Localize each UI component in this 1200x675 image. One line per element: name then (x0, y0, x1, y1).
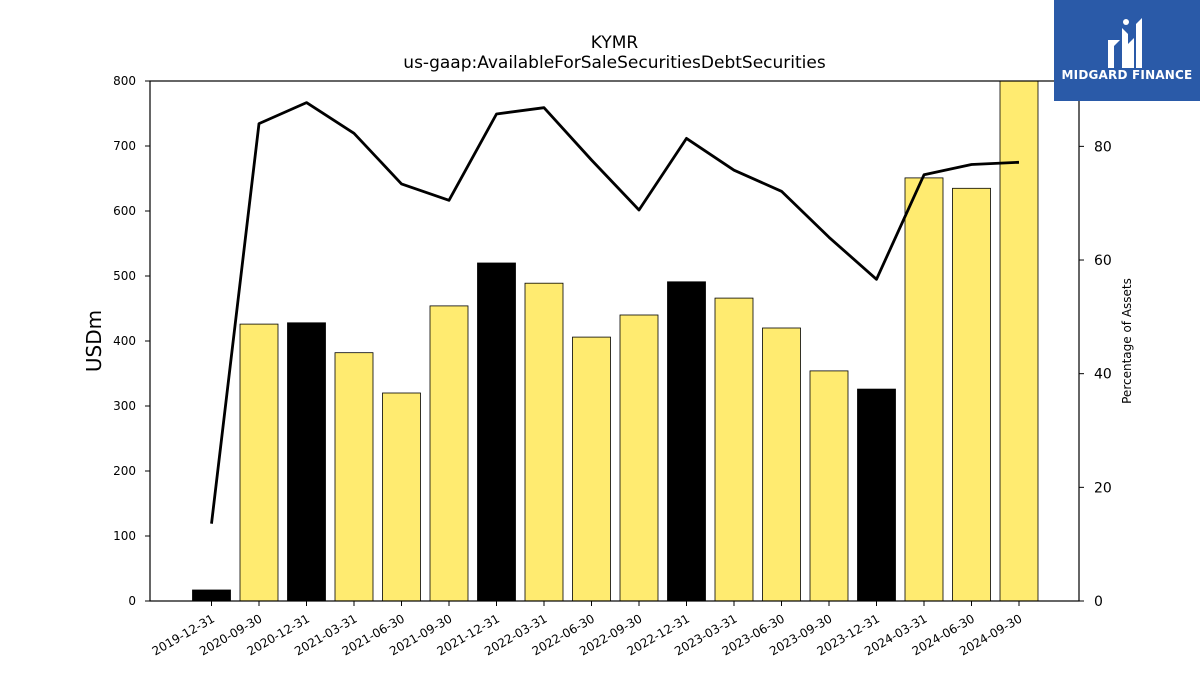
y-left-tick-label: 800 (113, 74, 136, 88)
bar-2021-03-31 (334, 352, 374, 602)
x-axis: 2019-12-312020-09-302020-12-312021-03-31… (150, 601, 1025, 658)
y-left-tick-label: 700 (113, 139, 136, 153)
bar-2022-09-30 (619, 314, 659, 602)
bar-2020-12-31 (287, 322, 326, 602)
y-left-tick-label: 400 (113, 334, 136, 348)
bar-2023-06-30 (762, 327, 801, 602)
bar-2022-03-31 (524, 282, 564, 602)
y-axis-right: 0 20 40 60 80 (1079, 139, 1112, 610)
bar-2020-09-30 (239, 323, 279, 602)
y-right-tick-label: 60 (1094, 253, 1112, 269)
y-left-tick-label: 0 (128, 594, 136, 608)
chart-title: KYMR (591, 33, 639, 53)
y-left-tick-label: 200 (113, 464, 136, 478)
bar-2019-12-31 (192, 589, 231, 602)
bar-2023-03-31 (714, 297, 754, 602)
y-right-tick-label: 20 (1094, 480, 1112, 496)
y-left-tick-label: 500 (113, 269, 136, 283)
bar-2021-06-30 (382, 392, 421, 602)
bar-2024-03-31 (904, 177, 944, 602)
logo-text: MIDGARD FINANCE (1061, 68, 1193, 82)
percentage-of-assets-line (210, 101, 1020, 524)
y-axis-left: 0 100 200 300 400 500 600 700 800 (113, 74, 150, 608)
y-right-tick-label: 0 (1094, 594, 1103, 610)
logo-mark-icon (1108, 18, 1142, 68)
y-left-tick-label: 300 (113, 399, 136, 413)
chart-subtitle: us-gaap:AvailableForSaleSecuritiesDebtSe… (403, 53, 826, 73)
midgard-finance-logo: MIDGARD FINANCE (1054, 0, 1200, 101)
y-left-tick-label: 100 (113, 529, 136, 543)
bar-2023-09-30 (809, 370, 849, 602)
y-axis-right-label: Percentage of Assets (1120, 278, 1134, 404)
percentage-line-group (210, 101, 1020, 524)
y-right-tick-label: 80 (1094, 139, 1112, 155)
y-axis-left-label: USDm (82, 310, 106, 372)
y-right-tick-label: 40 (1094, 367, 1112, 383)
y-left-tick-label: 600 (113, 204, 136, 218)
bar-2022-06-30 (572, 336, 611, 602)
bar-2022-12-31 (667, 281, 706, 602)
bar-2024-06-30 (952, 187, 991, 602)
bars-group (192, 80, 1039, 602)
bar-2024-09-30 (999, 80, 1039, 602)
bar-2023-12-31 (857, 388, 896, 602)
bar-2021-12-31 (477, 262, 516, 602)
bar-2021-09-30 (429, 305, 469, 602)
